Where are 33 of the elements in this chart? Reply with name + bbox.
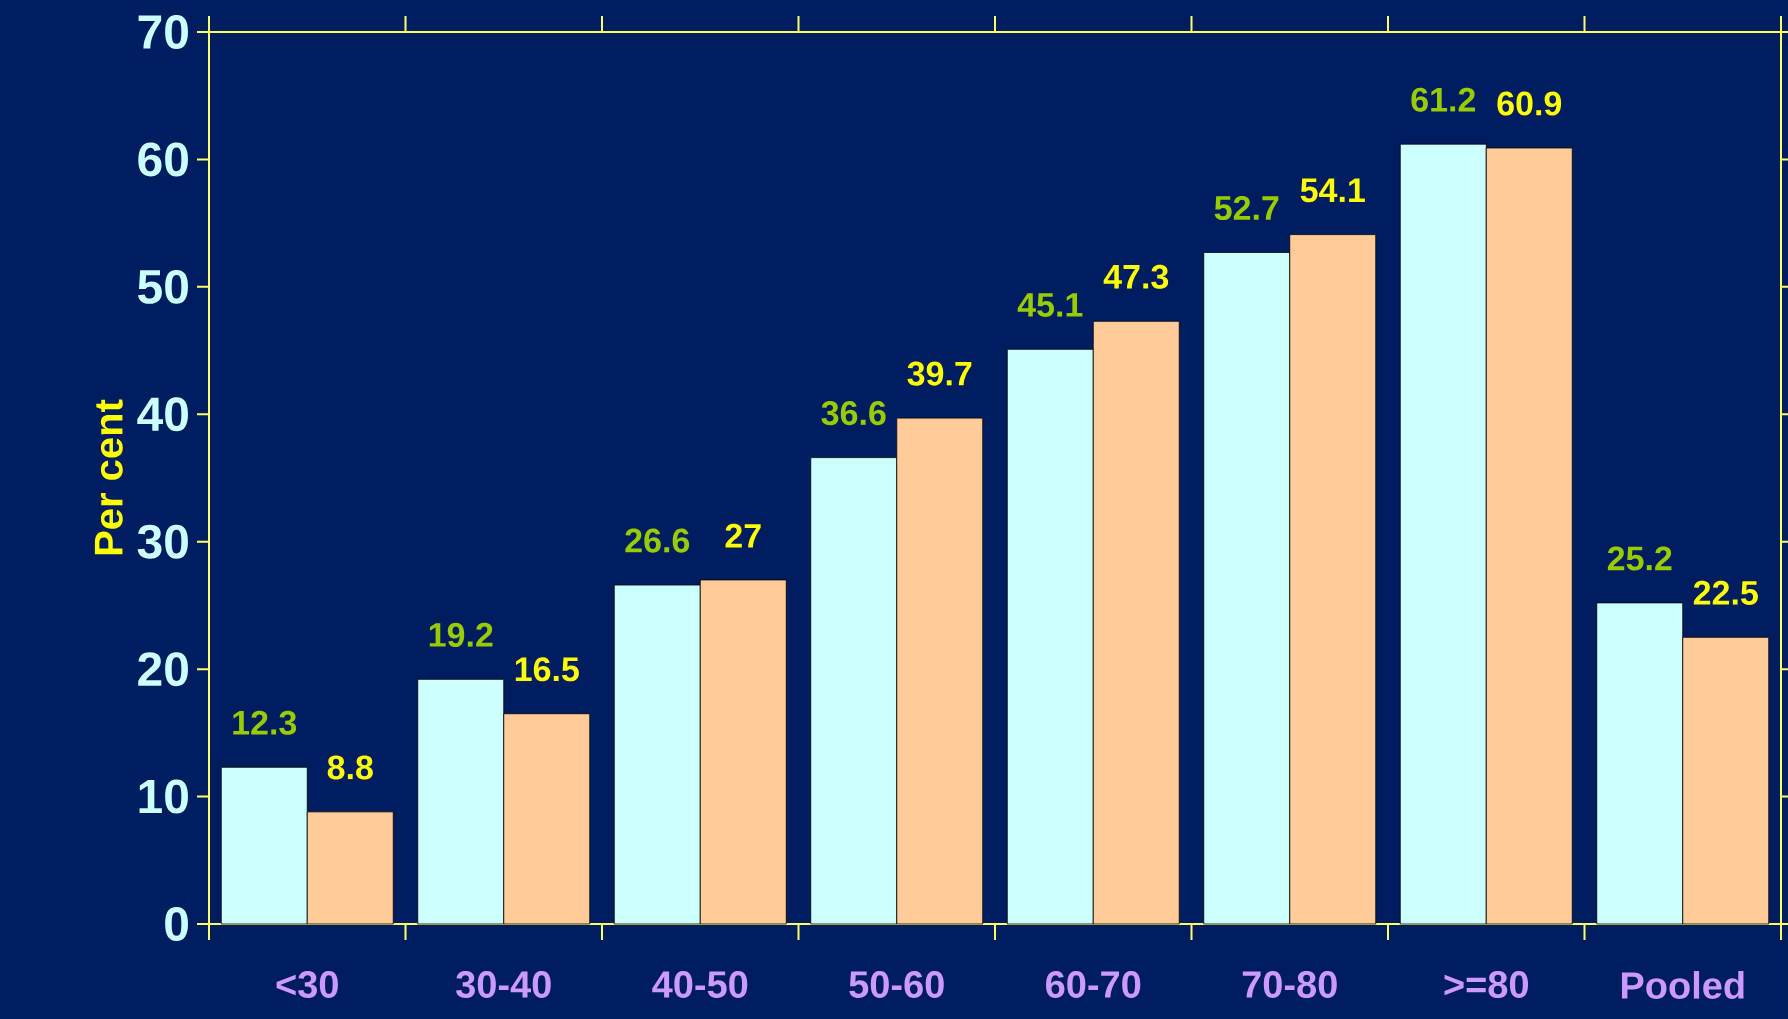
y-tick-label: 0 [165,907,188,941]
data-label: 22.5 [1693,580,1758,605]
x-tick-label: Pooled [1621,971,1744,999]
x-tick-label: >=80 [1444,971,1529,998]
data-label: 36.6 [821,401,886,426]
y-tick-label: 10 [139,779,188,814]
x-tick-label: 60-70 [1046,971,1141,998]
x-tick-label: 40-50 [652,971,748,998]
x-tick-label: <30 [276,971,338,999]
y-tick-label: 70 [138,15,188,50]
y-tick-label: 30 [137,524,188,559]
data-label: 61.2 [1411,87,1475,112]
data-label: 39.7 [907,361,972,386]
y-tick-label: 60 [138,142,188,177]
x-tick-label: 70-80 [1242,971,1337,998]
data-label: 25.2 [1607,546,1672,571]
x-tick-label: 30-40 [456,971,551,999]
data-label: 8.8 [327,755,373,780]
data-label: 60.9 [1497,91,1562,116]
y-axis-title: Per cent [94,399,123,555]
data-label: 45.1 [1017,293,1083,317]
data-label: 47.3 [1103,264,1169,289]
data-label: 54.1 [1300,178,1365,203]
data-label: 27 [725,523,761,548]
y-tick-label: 40 [137,397,188,432]
x-tick-label: 50-60 [849,971,944,998]
y-tick-label: 20 [138,652,188,687]
data-label: 19.2 [429,622,493,647]
y-tick-label: 50 [138,269,188,304]
data-label: 12.3 [233,710,297,735]
data-label: 16.5 [515,657,579,682]
data-label: 52.7 [1214,195,1279,221]
data-label: 26.6 [625,528,690,553]
